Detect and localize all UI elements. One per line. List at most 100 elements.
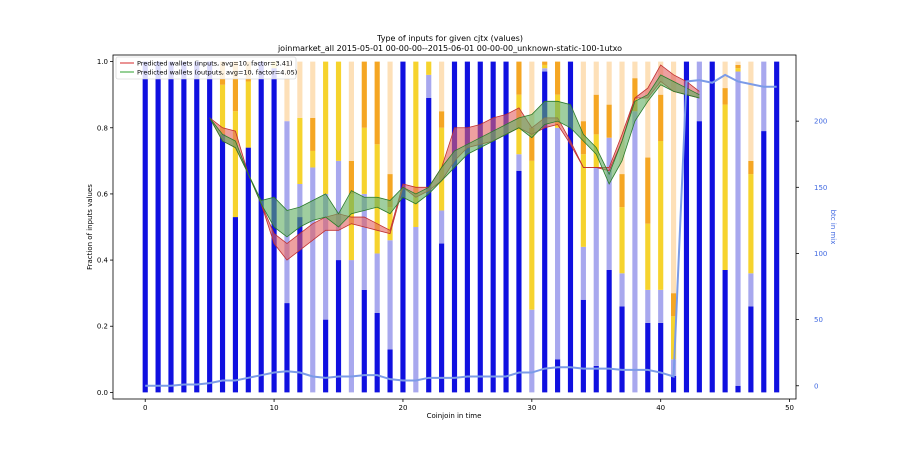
bar-38-remixed — [632, 111, 638, 393]
bar-45-orange — [722, 88, 728, 105]
bar-12-peach — [297, 61, 303, 118]
outputs-band-area — [209, 74, 700, 237]
inputs-band-area — [209, 64, 700, 261]
bar-45-fresh — [722, 270, 728, 393]
x-tick-label-10: 10 — [270, 404, 279, 412]
bar-38-peach — [632, 61, 638, 79]
x-axis-label: Coinjoin in time — [427, 412, 482, 420]
bar-43-fresh — [696, 121, 702, 393]
bar-13-peach — [310, 61, 316, 118]
btc-in-mix-line — [145, 73, 777, 387]
bar-36-fresh — [606, 270, 612, 393]
bar-22-fresh — [426, 98, 432, 393]
bar-12-remixed — [297, 184, 303, 218]
x-tick-label-40: 40 — [656, 404, 665, 412]
bar-47-orange — [748, 160, 754, 175]
bar-41-fresh — [670, 375, 677, 393]
bar-39-orange — [645, 157, 651, 224]
bar-17-orange — [361, 61, 367, 128]
right-y-tick-label-100: 100 — [814, 250, 827, 258]
bar-48-remixed — [761, 61, 767, 132]
x-tick-label-20: 20 — [398, 404, 407, 412]
bar-30-yellow — [529, 160, 535, 310]
bar-25-fresh — [464, 61, 470, 393]
right-y-tick-label-0: 0 — [814, 382, 818, 390]
bar-0-fresh — [142, 61, 148, 393]
bar-32-orange — [555, 61, 561, 95]
bar-49-fresh — [774, 61, 780, 393]
bar-18-fresh — [374, 313, 380, 393]
bar-47-yellow — [748, 174, 754, 274]
bar-40-remixed — [658, 289, 664, 323]
bar-19-remixed — [387, 240, 393, 350]
legend-box — [115, 56, 297, 80]
bar-47-remixed — [748, 273, 754, 307]
bar-16-remixed — [348, 260, 354, 393]
bar-30-orange — [529, 127, 535, 161]
bar-14-remixed — [323, 193, 329, 320]
x-tick-label-30: 30 — [527, 404, 536, 412]
bar-13-orange — [310, 117, 316, 151]
bar-22-remixed — [426, 74, 432, 98]
bar-19-yellow — [387, 207, 393, 241]
bar-23-remixed — [439, 210, 445, 244]
bar-29-remixed — [516, 154, 522, 171]
bar-29-fresh — [516, 170, 522, 393]
bar-36-remixed — [606, 137, 612, 270]
bar-31-yellow — [542, 64, 548, 69]
bar-21-remixed — [413, 227, 419, 393]
inputs-band-upper-line — [209, 64, 700, 245]
bar-26-fresh — [477, 61, 483, 393]
bar-16-yellow — [348, 193, 354, 261]
y-tick-label-0.2: 0.2 — [97, 323, 108, 331]
bar-40-yellow — [658, 141, 664, 290]
bar-47-fresh — [748, 306, 754, 393]
y-axis-ticks: 0.0 0.2 0.4 0.6 0.8 1.0 — [97, 58, 113, 397]
bar-29-orange — [516, 61, 522, 95]
bar-6-fresh — [219, 134, 226, 393]
bar-22-yellow — [426, 61, 432, 75]
bar-45-yellow — [722, 104, 728, 270]
bar-39-yellow — [645, 223, 651, 290]
plot-frame — [112, 54, 797, 400]
right-y-axis-ticks: 0 50 100 150 200 — [796, 118, 827, 390]
bar-40-orange — [658, 94, 664, 141]
chart-subtitle: joinmarket_all 2015-05-01 00-00-00--2015… — [277, 44, 622, 53]
legend-outputs-label: Predicted wallets (outputs, avg=10, fact… — [137, 69, 297, 77]
prediction-bands — [209, 64, 700, 261]
bar-32-fresh — [555, 359, 561, 393]
bar-2-fresh — [168, 61, 174, 393]
bar-35-fresh — [593, 365, 599, 393]
bar-4-fresh — [194, 61, 200, 393]
x-tick-label-50: 50 — [785, 404, 794, 412]
right-y-tick-label-150: 150 — [814, 184, 827, 192]
bar-31-orange — [542, 61, 548, 65]
y-tick-label-1.0: 1.0 — [97, 58, 108, 66]
bar-47-peach — [748, 61, 754, 161]
y-axis-label: Fraction of inputs values — [86, 184, 94, 270]
legend: Predicted wallets (inputs, avg=10, facto… — [115, 56, 297, 80]
bar-30-peach — [529, 61, 535, 128]
bar-33-fresh — [567, 61, 574, 393]
right-y-axis-label: btc in mix — [829, 210, 837, 245]
bar-38-orange — [632, 78, 638, 112]
bar-14-yellow — [323, 61, 329, 194]
right-y-tick-label-200: 200 — [814, 118, 827, 126]
legend-inputs-label: Predicted wallets (inputs, avg=10, facto… — [137, 60, 293, 68]
bar-35-orange — [593, 94, 599, 135]
bar-24-fresh — [451, 61, 458, 393]
bar-46-remixed — [735, 71, 741, 386]
bar-11-peach — [284, 61, 290, 122]
bar-46-orange — [735, 64, 741, 69]
bar-8-yellow — [245, 81, 251, 148]
bar-23-fresh — [439, 243, 445, 393]
bar-12-fresh — [297, 217, 303, 393]
bar-23-peach — [439, 61, 445, 112]
bar-7-fresh — [232, 217, 239, 393]
bar-3-fresh — [181, 61, 187, 393]
bar-35-peach — [593, 61, 599, 95]
bar-37-orange — [619, 174, 625, 208]
bar-15-remixed — [335, 160, 342, 261]
bar-6-yellow — [219, 84, 226, 135]
